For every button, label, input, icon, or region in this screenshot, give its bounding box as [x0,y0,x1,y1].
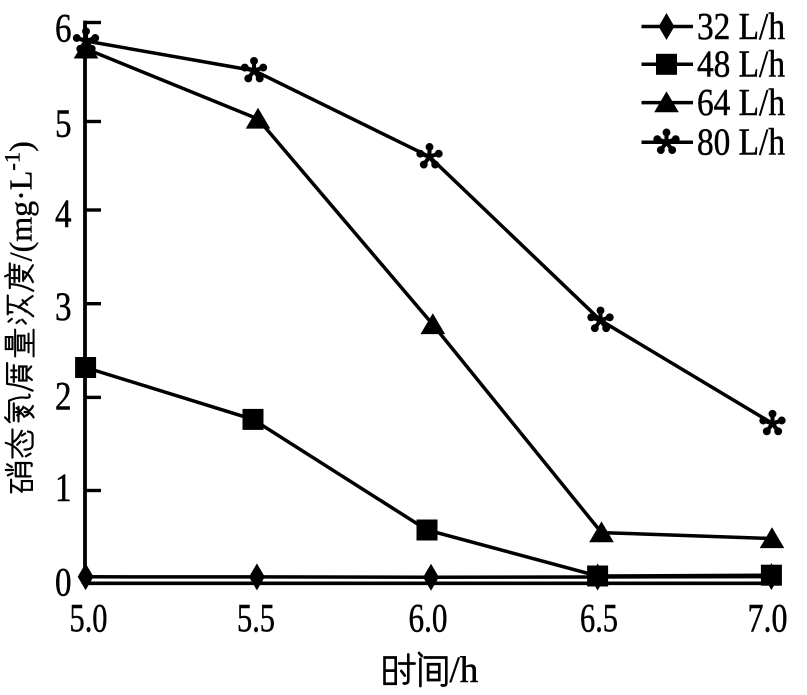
svg-text:6: 6 [55,5,72,50]
svg-text:0: 0 [55,560,72,605]
svg-text:32 L/h: 32 L/h [697,6,785,48]
svg-text:48 L/h: 48 L/h [697,44,785,86]
svg-text:5.5: 5.5 [237,596,275,641]
svg-text:7.0: 7.0 [748,596,788,641]
svg-text:5: 5 [55,101,72,146]
svg-text:/h: /h [450,650,479,691]
svg-text:4: 4 [55,191,72,236]
svg-text:3: 3 [55,284,72,329]
svg-text:6.0: 6.0 [409,596,448,641]
svg-text:5.0: 5.0 [70,596,108,641]
svg-text:/(mg·L-1): /(mg·L-1) [0,141,39,261]
svg-text:64 L/h: 64 L/h [697,82,785,124]
svg-text:80 L/h: 80 L/h [697,122,785,164]
svg-text:1: 1 [55,465,72,510]
svg-text:2: 2 [55,374,72,419]
svg-text:6.5: 6.5 [580,596,618,641]
